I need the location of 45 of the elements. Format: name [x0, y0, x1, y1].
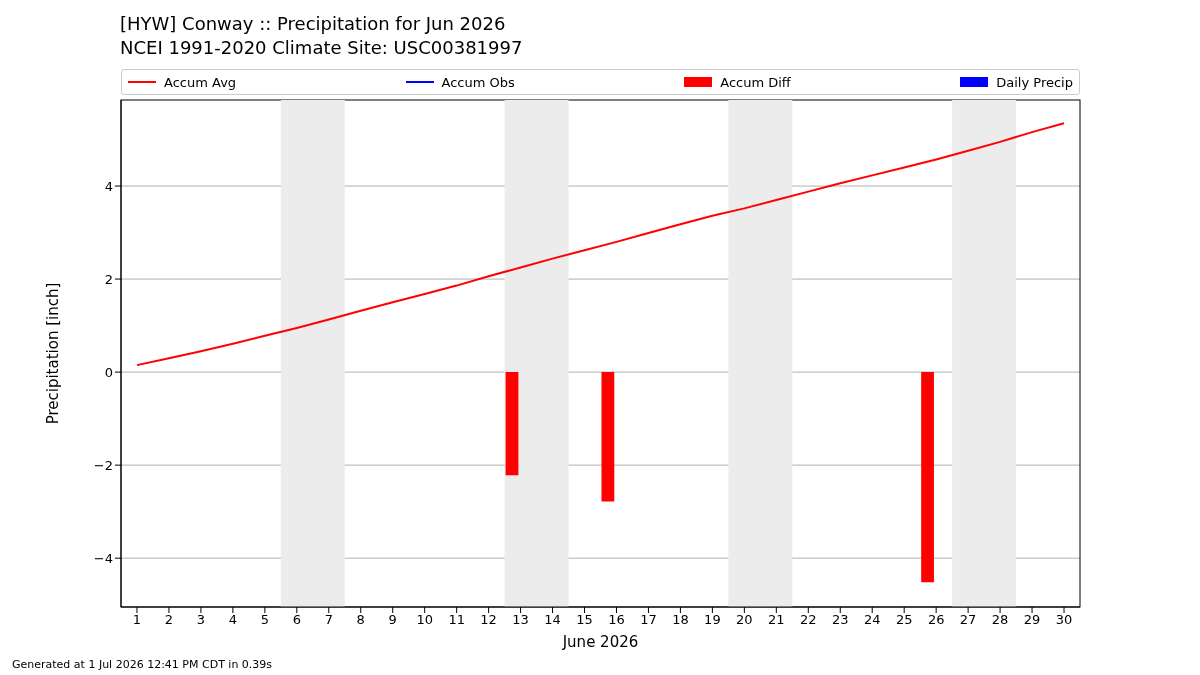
x-tick-label: 7: [324, 612, 333, 628]
x-tick-label: 23: [831, 612, 849, 628]
text: Generated at 1 Jul 2026 12:41 PM CDT in 0.39s: [12, 658, 273, 671]
x-tick-label: 24: [863, 612, 881, 628]
y-tick-label: 2: [104, 271, 113, 287]
x-tick-label: 13: [512, 612, 529, 628]
x-tick-label: 20: [736, 612, 753, 628]
x-tick-label: 16: [608, 612, 625, 628]
x-tick-label: 4: [228, 612, 238, 628]
legend-label: Daily Precip: [996, 74, 1073, 90]
x-tick-label: 14: [544, 612, 561, 628]
legend-label: Accum Obs: [441, 74, 515, 90]
x-tick-label: 10: [416, 612, 433, 628]
x-tick-label: 11: [448, 612, 465, 628]
x-tick-label: 3: [196, 612, 206, 628]
x-tick-label: 8: [356, 612, 365, 628]
y-tick-label: −2: [93, 457, 113, 473]
x-tick-label: 18: [672, 612, 689, 628]
x-tick-label: 28: [991, 612, 1009, 628]
x-tick-label: 26: [927, 612, 945, 628]
x-tick-label: 25: [895, 612, 913, 628]
x-tick-label: 29: [1023, 612, 1041, 628]
x-tick-label: 5: [260, 612, 269, 628]
x-tick-label: 17: [640, 612, 657, 628]
x-tick-label: 12: [480, 612, 497, 628]
chart-subtitle: NCEI 1991-2020 Climate Site: USC00381997: [120, 36, 523, 60]
x-tick-label: 1: [132, 612, 142, 628]
line-series: [135, 122, 1066, 367]
x-tick-label: 19: [704, 612, 721, 628]
y-tick-label: 0: [104, 364, 113, 380]
x-tick-label: 6: [292, 612, 301, 628]
x-tick-label: 22: [800, 612, 817, 628]
x-tick-label: 9: [388, 612, 397, 628]
x-tick-label: 30: [1055, 612, 1073, 628]
x-tick-label: 21: [768, 612, 785, 628]
y-tick-label: 4: [104, 178, 113, 194]
x-axis-title: June 2026: [561, 633, 639, 651]
y-axis-title: Precipitation [inch]: [44, 282, 63, 425]
chart-title: [HYW] Conway :: Precipitation for Jun 2026: [120, 12, 507, 36]
x-tick-label: 27: [959, 612, 977, 628]
legend-label: Accum Diff: [720, 74, 791, 90]
x-tick-label: 2: [164, 612, 174, 628]
x-tick-label: 15: [576, 612, 593, 628]
legend-label: Accum Avg: [164, 74, 237, 90]
y-tick-label: −4: [93, 550, 113, 566]
